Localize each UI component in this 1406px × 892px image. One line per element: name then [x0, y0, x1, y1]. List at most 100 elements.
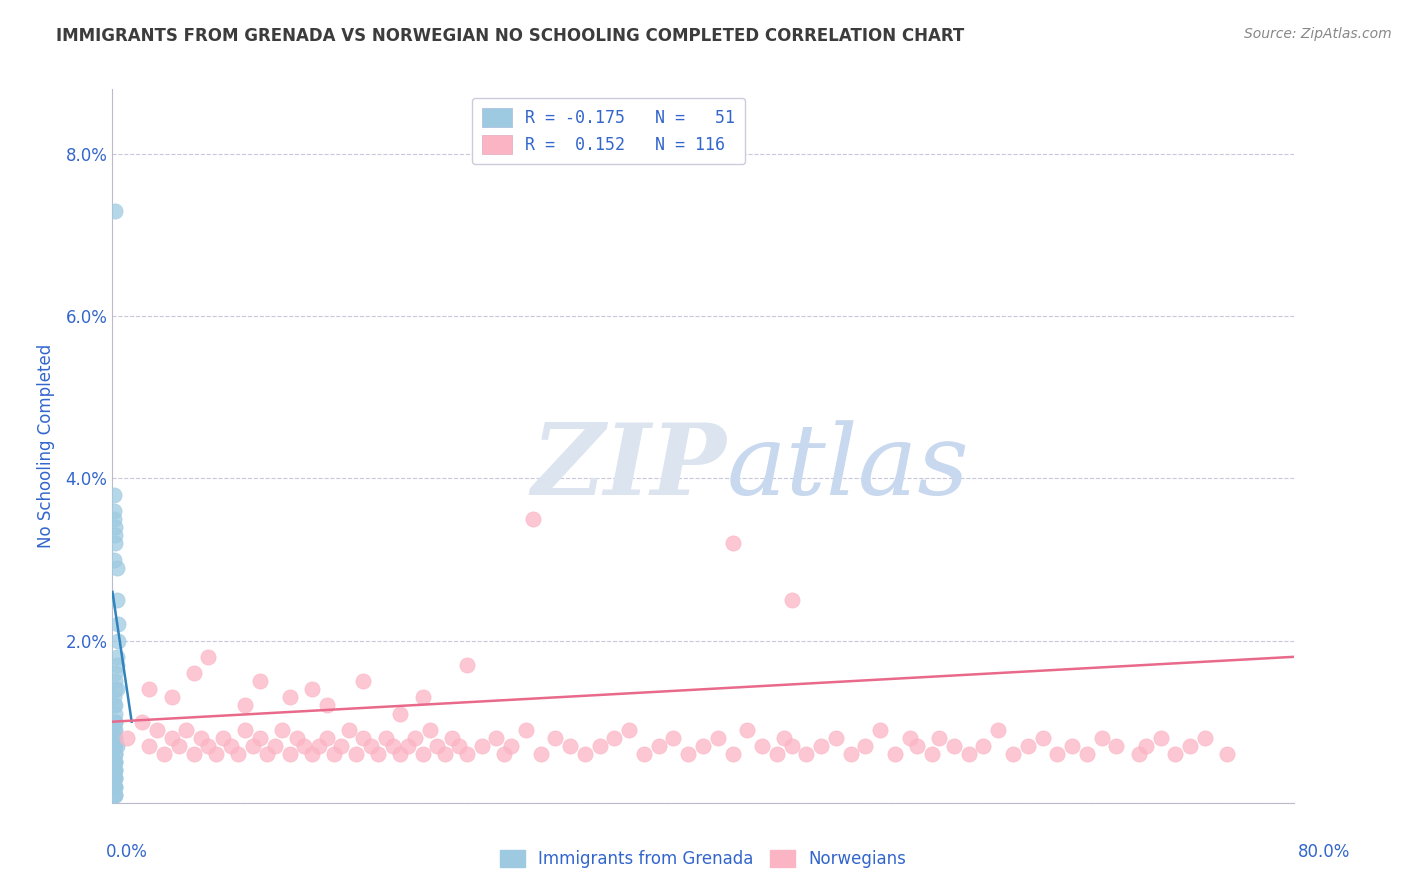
- Point: [212, 731, 235, 745]
- Point: [1105, 739, 1128, 753]
- Point: [389, 747, 412, 761]
- Point: [104, 536, 127, 550]
- Point: [104, 764, 127, 778]
- Point: [737, 723, 759, 737]
- Point: [678, 747, 700, 761]
- Point: [226, 747, 249, 761]
- Point: [404, 731, 426, 745]
- Point: [1076, 747, 1098, 761]
- Point: [103, 504, 125, 518]
- Point: [529, 747, 551, 761]
- Point: [105, 649, 128, 664]
- Point: [522, 512, 544, 526]
- Y-axis label: No Schooling Completed: No Schooling Completed: [37, 344, 55, 548]
- Point: [330, 739, 353, 753]
- Legend: Immigrants from Grenada, Norwegians: Immigrants from Grenada, Norwegians: [494, 843, 912, 875]
- Point: [103, 772, 125, 786]
- Point: [104, 747, 127, 761]
- Point: [337, 723, 360, 737]
- Point: [382, 739, 405, 753]
- Point: [285, 731, 308, 745]
- Point: [103, 772, 125, 786]
- Point: [104, 780, 127, 794]
- Point: [855, 739, 877, 753]
- Point: [1091, 731, 1114, 745]
- Point: [104, 788, 127, 802]
- Point: [426, 739, 449, 753]
- Point: [278, 690, 301, 705]
- Point: [104, 739, 127, 753]
- Point: [104, 706, 127, 721]
- Point: [692, 739, 714, 753]
- Point: [942, 739, 965, 753]
- Point: [138, 739, 160, 753]
- Point: [470, 739, 494, 753]
- Point: [544, 731, 567, 745]
- Point: [103, 488, 125, 502]
- Point: [103, 512, 125, 526]
- Point: [104, 682, 127, 697]
- Point: [249, 674, 271, 689]
- Point: [308, 739, 330, 753]
- Point: [104, 731, 127, 745]
- Point: [411, 690, 433, 705]
- Point: [103, 756, 125, 770]
- Point: [197, 649, 219, 664]
- Point: [104, 528, 127, 542]
- Legend: R = -0.175   N =   51, R =  0.152   N = 116: R = -0.175 N = 51, R = 0.152 N = 116: [472, 97, 745, 164]
- Point: [574, 747, 596, 761]
- Point: [987, 723, 1010, 737]
- Point: [352, 674, 374, 689]
- Point: [449, 739, 471, 753]
- Point: [647, 739, 671, 753]
- Text: IMMIGRANTS FROM GRENADA VS NORWEGIAN NO SCHOOLING COMPLETED CORRELATION CHART: IMMIGRANTS FROM GRENADA VS NORWEGIAN NO …: [56, 27, 965, 45]
- Point: [103, 739, 125, 753]
- Point: [104, 666, 127, 681]
- Point: [1032, 731, 1054, 745]
- Point: [1135, 739, 1157, 753]
- Point: [751, 739, 773, 753]
- Point: [160, 690, 183, 705]
- Point: [104, 714, 127, 729]
- Point: [103, 764, 125, 778]
- Point: [558, 739, 582, 753]
- Point: [264, 739, 287, 753]
- Point: [492, 747, 515, 761]
- Point: [456, 657, 478, 672]
- Text: ZIP: ZIP: [531, 419, 727, 516]
- Point: [104, 698, 127, 713]
- Point: [105, 657, 128, 672]
- Point: [104, 780, 127, 794]
- Point: [905, 739, 928, 753]
- Point: [662, 731, 685, 745]
- Point: [153, 747, 176, 761]
- Point: [515, 723, 537, 737]
- Point: [824, 731, 846, 745]
- Point: [766, 747, 789, 761]
- Point: [1164, 747, 1187, 761]
- Point: [233, 698, 256, 713]
- Point: [103, 780, 125, 794]
- Point: [1178, 739, 1201, 753]
- Point: [278, 747, 301, 761]
- Point: [433, 747, 456, 761]
- Point: [921, 747, 943, 761]
- Point: [396, 739, 419, 753]
- Point: [103, 723, 125, 737]
- Point: [780, 593, 803, 607]
- Point: [104, 756, 127, 770]
- Point: [839, 747, 862, 761]
- Point: [1150, 731, 1173, 745]
- Point: [103, 780, 125, 794]
- Point: [103, 690, 125, 705]
- Point: [104, 723, 127, 737]
- Point: [107, 617, 129, 632]
- Point: [411, 747, 433, 761]
- Point: [107, 633, 129, 648]
- Point: [104, 772, 127, 786]
- Point: [138, 682, 160, 697]
- Point: [271, 723, 294, 737]
- Point: [103, 552, 125, 566]
- Point: [219, 739, 242, 753]
- Point: [1216, 747, 1239, 761]
